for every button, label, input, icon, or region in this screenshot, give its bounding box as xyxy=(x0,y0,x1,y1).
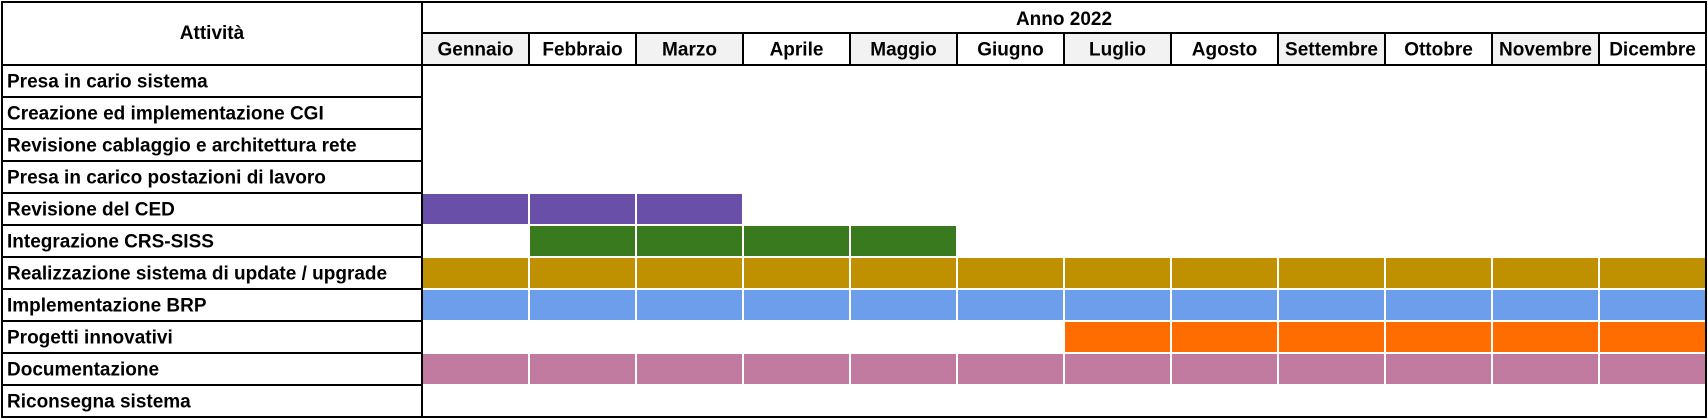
task-label: Revisione del CED xyxy=(7,200,175,221)
task-bar-cell xyxy=(421,192,530,226)
task-bar-cell xyxy=(1598,352,1707,386)
task-bar-cell xyxy=(1170,352,1279,386)
month-label: Giugno xyxy=(977,40,1043,61)
month-label: Settembre xyxy=(1285,40,1378,61)
task-bar-cell xyxy=(1063,288,1172,322)
month-label: Luglio xyxy=(1089,40,1146,61)
task-label: Integrazione CRS-SISS xyxy=(7,232,214,253)
task-bar-cell xyxy=(528,352,637,386)
task-bar-cell xyxy=(635,352,744,386)
month-header-cell xyxy=(850,33,957,65)
task-bar-cell xyxy=(956,288,1065,322)
task-bar-cell xyxy=(742,288,851,322)
task-bar-cell xyxy=(528,224,637,258)
task-bar-cell xyxy=(1491,256,1600,290)
month-header-cell xyxy=(1064,33,1171,65)
task-bar-cell xyxy=(1277,320,1386,354)
task-bar-cell xyxy=(956,352,1065,386)
month-label: Maggio xyxy=(870,40,937,61)
month-label: Febbraio xyxy=(542,40,622,61)
task-bar-cell xyxy=(849,224,958,258)
task-bar-cell xyxy=(1170,288,1279,322)
task-bar-cell xyxy=(528,192,637,226)
task-bar-cell xyxy=(635,256,744,290)
month-label: Marzo xyxy=(662,40,717,61)
task-label: Riconsegna sistema xyxy=(7,392,191,413)
task-bar-cell xyxy=(742,352,851,386)
month-label: Agosto xyxy=(1192,40,1257,61)
month-header-cell xyxy=(422,33,529,65)
task-bar-cell xyxy=(742,224,851,258)
month-header-cell xyxy=(957,33,1064,65)
month-header-cell xyxy=(1599,33,1706,65)
month-header-cell xyxy=(1492,33,1599,65)
month-label: Ottobre xyxy=(1404,40,1473,61)
task-bar-cell xyxy=(1277,256,1386,290)
month-header-cell xyxy=(1278,33,1385,65)
task-bar-cell xyxy=(849,288,958,322)
task-bar-cell xyxy=(1598,320,1707,354)
task-bar-cell xyxy=(421,256,530,290)
task-bar-cell xyxy=(1277,288,1386,322)
task-bar-cell xyxy=(1598,288,1707,322)
month-label: Aprile xyxy=(770,40,824,61)
task-bar-cell xyxy=(849,352,958,386)
month-header-cell xyxy=(636,33,743,65)
task-bar-cell xyxy=(635,288,744,322)
task-label: Progetti innovativi xyxy=(7,328,173,349)
month-header-cell xyxy=(1171,33,1278,65)
task-bar-cell xyxy=(1384,320,1493,354)
task-bar-cell xyxy=(1598,256,1707,290)
year-header: Anno 2022 xyxy=(1016,9,1112,30)
task-bar-cell xyxy=(1277,352,1386,386)
month-header-cell xyxy=(1385,33,1492,65)
task-label: Revisione cablaggio e architettura rete xyxy=(7,136,357,157)
task-bar-cell xyxy=(528,256,637,290)
task-bar-cell xyxy=(421,288,530,322)
task-bar-cell xyxy=(849,256,958,290)
task-bar-cell xyxy=(1170,320,1279,354)
task-bar-cell xyxy=(421,352,530,386)
month-label: Dicembre xyxy=(1609,40,1696,61)
task-bar-cell xyxy=(742,256,851,290)
task-bar-cell xyxy=(1384,288,1493,322)
task-label: Presa in cario sistema xyxy=(7,72,208,93)
task-bar-cell xyxy=(528,288,637,322)
task-bar-cell xyxy=(1491,320,1600,354)
task-bar-cell xyxy=(635,192,744,226)
task-bar-cell xyxy=(1170,256,1279,290)
task-bar-cell xyxy=(1063,256,1172,290)
task-label: Implementazione BRP xyxy=(7,296,207,317)
task-bar-cell xyxy=(1063,352,1172,386)
task-bar-cell xyxy=(1491,288,1600,322)
task-bar-cell xyxy=(1063,320,1172,354)
month-header-cell xyxy=(529,33,636,65)
task-bar-cell xyxy=(1384,352,1493,386)
month-header-cell xyxy=(743,33,850,65)
task-bar-cell xyxy=(1491,352,1600,386)
activity-header: Attività xyxy=(180,23,245,44)
task-label: Presa in carico postazioni di lavoro xyxy=(7,168,326,189)
task-bar-cell xyxy=(956,256,1065,290)
task-label: Documentazione xyxy=(7,360,159,381)
task-bar-cell xyxy=(635,224,744,258)
task-bar-cell xyxy=(1384,256,1493,290)
month-label: Gennaio xyxy=(437,40,513,61)
month-label: Novembre xyxy=(1499,40,1592,61)
task-label: Creazione ed implementazione CGI xyxy=(7,104,324,125)
task-label: Realizzazione sistema di update / upgrad… xyxy=(7,264,387,285)
